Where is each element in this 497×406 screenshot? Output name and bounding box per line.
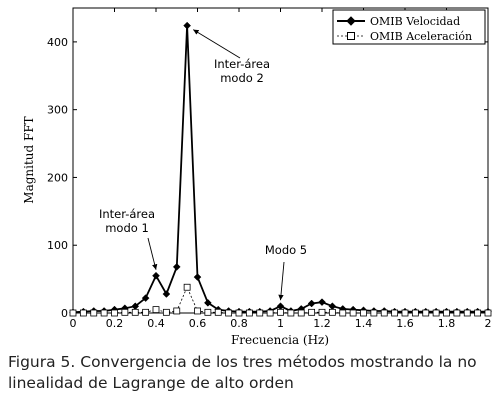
y-tick-label: 200 — [47, 171, 68, 184]
point-aceleracion — [79, 309, 87, 317]
point-aceleracion — [69, 309, 77, 317]
x-tick-label: 0.8 — [230, 317, 248, 330]
point-velocidad — [152, 271, 160, 280]
point-aceleracion — [349, 309, 357, 317]
point-velocidad — [172, 263, 181, 271]
y-tick-label: 0 — [61, 307, 68, 320]
axis-ticks: 0 0.2 0.4 0.6 0.8 1 1.2 1.4 1.6 1.8 2 0 100 200 300 400 — [47, 8, 492, 330]
annotation-label: modo 1 — [105, 221, 149, 235]
point-aceleracion — [380, 309, 388, 317]
point-velocidad — [307, 299, 316, 308]
point-aceleracion — [204, 308, 212, 316]
annotation-label: Modo 5 — [265, 243, 307, 257]
annotation-arrow — [147, 237, 158, 270]
point-aceleracion — [297, 309, 305, 317]
point-aceleracion — [474, 309, 482, 317]
point-aceleracion — [194, 307, 201, 315]
point-aceleracion — [162, 308, 170, 316]
point-aceleracion — [100, 309, 108, 317]
point-velocidad — [162, 290, 171, 298]
x-tick-label: 1.8 — [438, 317, 456, 330]
point-aceleracion — [443, 309, 450, 317]
point-aceleracion — [308, 308, 316, 316]
point-aceleracion — [484, 309, 492, 317]
y-axis-label: Magnitud FFT — [22, 116, 36, 203]
series-line-aceleracion — [73, 286, 488, 314]
point-aceleracion — [111, 309, 118, 317]
point-velocidad — [276, 302, 285, 311]
point-aceleracion — [266, 309, 274, 317]
legend-marker-aceleracion — [347, 32, 355, 40]
x-axis-label: Frecuencia (Hz) — [231, 333, 329, 347]
fft-chart: 0 0.2 0.4 0.6 0.8 1 1.2 1.4 1.6 1.8 2 0 100 200 300 400… — [22, 7, 492, 347]
point-aceleracion — [152, 306, 160, 314]
point-aceleracion — [422, 309, 430, 317]
point-aceleracion — [391, 309, 399, 317]
annotation-arrow — [278, 261, 285, 301]
point-velocidad — [183, 21, 191, 30]
point-velocidad — [328, 302, 337, 311]
x-tick-label: 1.4 — [355, 317, 373, 330]
caption-line-1: Figura 5. Convergencia de los tres métod… — [8, 353, 477, 371]
plot-frame — [72, 7, 489, 314]
legend-marker-velocidad — [346, 16, 356, 26]
y-tick-label: 300 — [47, 104, 68, 117]
point-aceleracion — [287, 309, 295, 317]
point-velocidad — [204, 298, 212, 307]
annotation-arrow — [192, 29, 241, 59]
point-velocidad — [318, 298, 326, 307]
point-aceleracion — [245, 309, 253, 317]
point-aceleracion — [401, 309, 409, 317]
point-aceleracion — [328, 308, 336, 316]
point-aceleracion — [90, 309, 98, 317]
x-tick-label: 0.4 — [147, 317, 165, 330]
point-aceleracion — [453, 309, 461, 317]
point-aceleracion — [225, 309, 233, 317]
point-aceleracion — [142, 308, 150, 316]
point-aceleracion — [131, 308, 139, 316]
x-tick-label: 1 — [277, 317, 284, 330]
figure-caption: Figura 5. Convergencia de los tres métod… — [8, 352, 493, 394]
x-tick-label: 0.2 — [106, 317, 124, 330]
legend: OMIB Velocidad OMIB Aceleración — [332, 9, 486, 45]
legend-box — [332, 9, 486, 45]
legend-label-aceleracion: OMIB Aceleración — [370, 30, 472, 43]
series-layer — [69, 21, 492, 317]
series-line-velocidad — [72, 25, 488, 314]
point-aceleracion — [339, 309, 347, 317]
point-aceleracion — [277, 308, 284, 316]
point-aceleracion — [360, 309, 367, 317]
point-aceleracion — [214, 308, 222, 316]
point-aceleracion — [183, 283, 191, 291]
annotation-label: Inter-área — [99, 207, 155, 221]
x-tick-label: 0.6 — [189, 317, 207, 330]
legend-label-velocidad: OMIB Velocidad — [370, 15, 460, 28]
x-tick-label: 1.6 — [396, 317, 414, 330]
caption-line-2: linealidad de Lagrange de alto orden — [8, 374, 294, 392]
point-aceleracion — [318, 308, 326, 316]
annotation-label: Inter-área — [214, 57, 270, 71]
point-aceleracion — [256, 309, 264, 317]
point-aceleracion — [463, 309, 471, 317]
annotation-label: modo 2 — [220, 71, 264, 85]
point-velocidad — [141, 294, 150, 302]
y-tick-label: 100 — [47, 239, 68, 252]
x-tick-label: 1.2 — [313, 317, 331, 330]
x-tick-label: 0 — [70, 317, 77, 330]
point-aceleracion — [121, 308, 129, 316]
point-aceleracion — [432, 309, 440, 317]
point-aceleracion — [173, 307, 181, 315]
point-aceleracion — [411, 309, 419, 317]
x-tick-label: 2 — [485, 317, 492, 330]
plot-area: 0 0.2 0.4 0.6 0.8 1 1.2 1.4 1.6 1.8 2 0 100 200 300 400… — [47, 7, 492, 330]
point-velocidad — [193, 273, 202, 281]
point-aceleracion — [235, 309, 243, 317]
y-tick-label: 400 — [47, 36, 68, 49]
point-aceleracion — [370, 309, 378, 317]
